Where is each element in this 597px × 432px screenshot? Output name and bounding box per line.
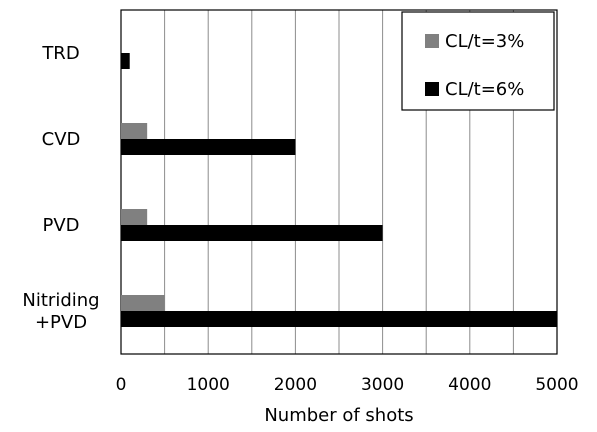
x-tick-labels: 0 1000 2000 3000 4000 5000	[116, 375, 579, 395]
bar-cl-t-6	[121, 311, 557, 327]
bar-cl-t-3	[121, 209, 148, 225]
legend-label: CL/t=3%	[445, 31, 524, 52]
bar-cl-t-6	[121, 225, 383, 241]
legend: CL/t=3% CL/t=6%	[401, 11, 555, 111]
bar-cl-t-6	[121, 139, 296, 155]
x-tick-label: 2000	[274, 375, 317, 395]
x-tick-label: 4000	[448, 375, 491, 395]
plot-frame	[120, 9, 558, 355]
category-label: TRD	[41, 43, 79, 64]
bar-cl-t-3	[121, 295, 165, 311]
category-labels: TRD CVD PVD Nitriding+PVD	[22, 43, 99, 333]
x-tick-label: 5000	[535, 375, 578, 395]
x-tick-label: 3000	[361, 375, 404, 395]
x-tick-label: 0	[116, 375, 127, 395]
category-label: Nitriding	[22, 290, 99, 311]
category-label: +PVD	[35, 312, 87, 333]
bar-cl-t-3	[121, 123, 148, 139]
bar-cl-t-6	[121, 53, 130, 69]
x-axis-label: Number of shots	[264, 405, 413, 426]
category-label: CVD	[42, 129, 81, 150]
legend-swatch	[425, 82, 439, 96]
legend-swatch	[425, 34, 439, 48]
x-tick-label: 1000	[187, 375, 230, 395]
bars	[121, 53, 557, 327]
category-label: PVD	[42, 215, 79, 236]
legend-label: CL/t=6%	[445, 79, 524, 100]
